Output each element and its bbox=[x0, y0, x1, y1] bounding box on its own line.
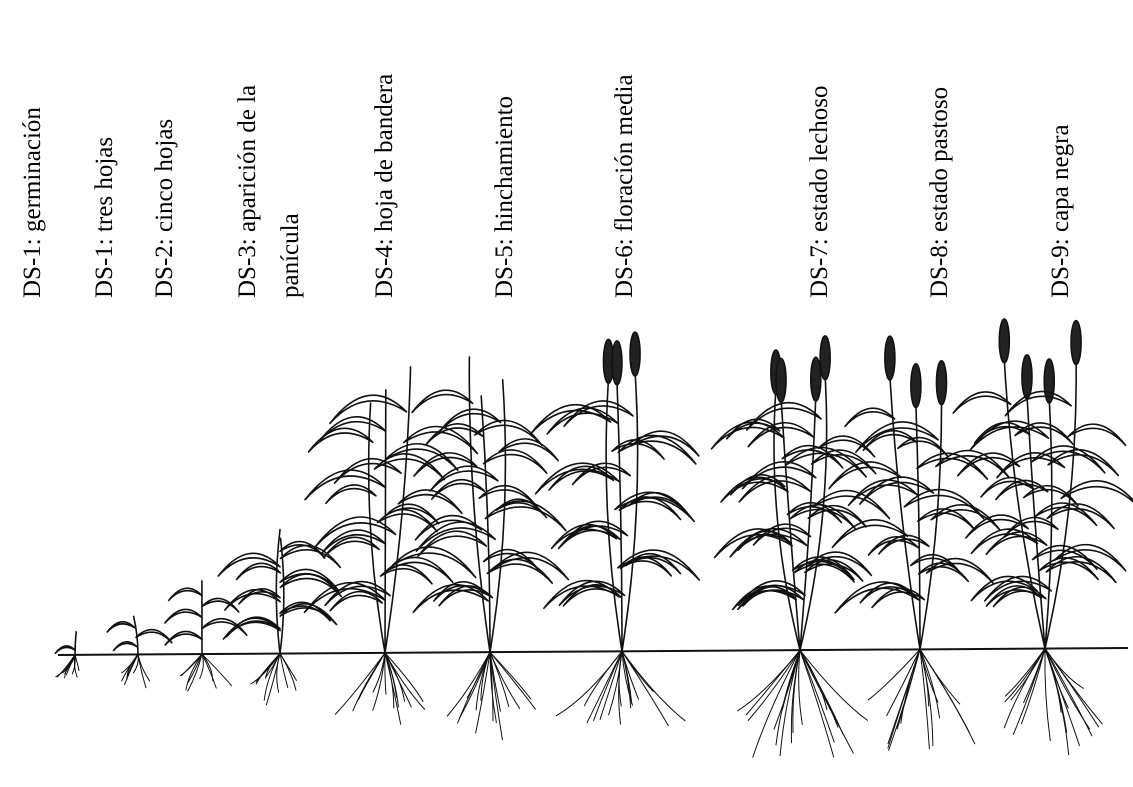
stage-label: panícula bbox=[277, 213, 304, 298]
stage-label: DS-6: floración media bbox=[611, 74, 638, 298]
panicle bbox=[612, 341, 622, 385]
growth-stages-diagram: DS-1: germinación DS-1: tres hojas DS-2: c… bbox=[0, 0, 1133, 787]
stage-label: DS-9: capa negra bbox=[1047, 124, 1074, 298]
panicle bbox=[999, 319, 1009, 363]
panicle bbox=[936, 361, 946, 405]
stage-label: DS-1: tres hojas bbox=[91, 137, 118, 298]
stage-label: DS-2: cinco hojas bbox=[151, 119, 178, 298]
background bbox=[0, 0, 1133, 787]
stage-label: DS-1: germinación bbox=[19, 107, 46, 298]
panicle bbox=[1022, 355, 1032, 399]
stem bbox=[385, 390, 386, 653]
stage-label: DS-3: aparición de la bbox=[234, 85, 261, 298]
stage-label: DS-8: estado pastoso bbox=[926, 87, 953, 298]
panicle bbox=[911, 364, 921, 408]
panicle bbox=[820, 336, 830, 380]
stage-label: DS-7: estado lechoso bbox=[806, 86, 833, 298]
stage-label: DS-5: hinchamiento bbox=[491, 96, 518, 298]
panicle bbox=[776, 358, 786, 402]
panicle bbox=[811, 357, 821, 401]
panicle bbox=[630, 332, 640, 376]
stage-label: DS-4: hoja de bandera bbox=[371, 74, 398, 298]
panicle bbox=[885, 336, 895, 380]
panicle bbox=[1071, 321, 1081, 365]
